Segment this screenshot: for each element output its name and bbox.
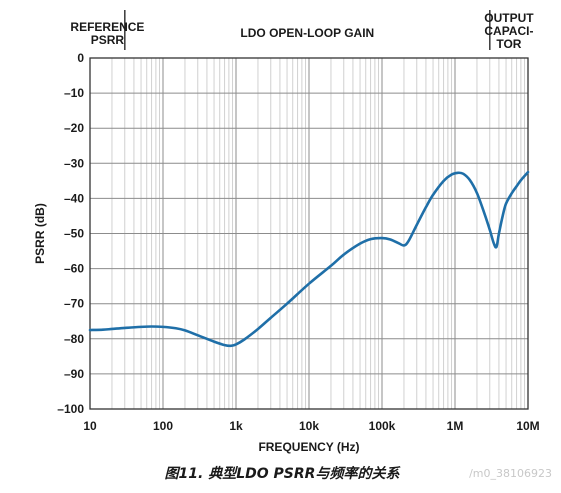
x-tick-label: 1k <box>229 419 243 433</box>
x-tick-label: 10k <box>299 419 319 433</box>
region-label: CAPACI- <box>484 24 533 38</box>
x-tick-label: 10M <box>516 419 539 433</box>
y-tick-label: –40 <box>64 191 84 205</box>
y-tick-label: –30 <box>64 156 84 170</box>
x-tick-label: 1M <box>447 419 464 433</box>
y-tick-label: 0 <box>77 51 84 65</box>
plot-frame <box>89 57 529 410</box>
y-tick-label: –80 <box>64 332 84 346</box>
y-axis-title: PSRR (dB) <box>33 203 47 264</box>
region-label: PSRR <box>91 33 125 47</box>
y-tick-label: –50 <box>64 227 84 241</box>
region-label: OUTPUT <box>484 11 534 25</box>
y-tick-label: –100 <box>57 402 84 416</box>
x-tick-label: 100k <box>369 419 396 433</box>
watermark: /m0_38106923 <box>469 467 552 480</box>
y-tick-label: –70 <box>64 297 84 311</box>
y-axis-ticks: 0 –10 –20 –30 –40 –50 –60 –70 –80 –90 –100 <box>57 51 84 416</box>
psrr-series-line <box>88 170 530 348</box>
figure-caption: 图11. 典型LDO PSRR与频率的关系 <box>165 465 402 482</box>
x-axis-title: FREQUENCY (Hz) <box>258 440 359 454</box>
series-layer <box>88 170 530 348</box>
region-label: TOR <box>496 37 521 51</box>
x-tick-label: 10 <box>83 419 97 433</box>
y-tick-label: –90 <box>64 367 84 381</box>
region-label: REFERENCE <box>70 20 144 34</box>
y-tick-label: –10 <box>64 86 84 100</box>
y-tick-label: –20 <box>64 121 84 135</box>
region-label: LDO OPEN-LOOP GAIN <box>240 26 374 40</box>
x-axis-ticks: 10 100 1k 10k 100k 1M 10M <box>83 419 539 433</box>
y-tick-label: –60 <box>64 262 84 276</box>
x-tick-label: 100 <box>153 419 173 433</box>
